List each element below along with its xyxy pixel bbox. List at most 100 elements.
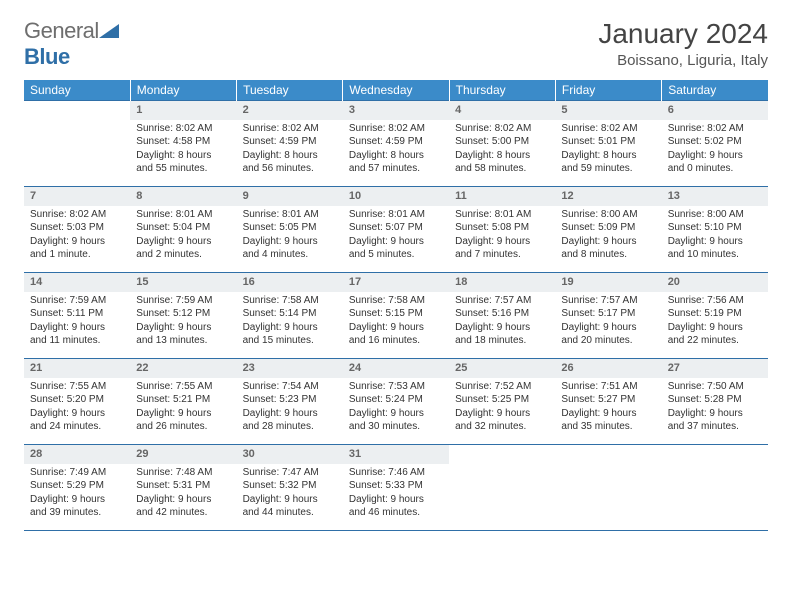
calendar-day-cell: 6Sunrise: 8:02 AMSunset: 5:02 PMDaylight… (662, 101, 768, 187)
daylight-line2: and 16 minutes. (349, 334, 443, 348)
calendar-day-cell: 18Sunrise: 7:57 AMSunset: 5:16 PMDayligh… (449, 273, 555, 359)
daylight-line1: Daylight: 8 hours (349, 149, 443, 163)
daylight-line1: Daylight: 9 hours (561, 321, 655, 335)
day-body: Sunrise: 7:56 AMSunset: 5:19 PMDaylight:… (662, 292, 768, 352)
weekday-header-row: Sunday Monday Tuesday Wednesday Thursday… (24, 80, 768, 101)
sunrise-text: Sunrise: 8:02 AM (668, 122, 762, 136)
sunset-text: Sunset: 5:28 PM (668, 393, 762, 407)
sunset-text: Sunset: 5:05 PM (243, 221, 337, 235)
sunrise-text: Sunrise: 8:01 AM (136, 208, 230, 222)
daylight-line2: and 32 minutes. (455, 420, 549, 434)
calendar-day-cell: 15Sunrise: 7:59 AMSunset: 5:12 PMDayligh… (130, 273, 236, 359)
sunrise-text: Sunrise: 8:02 AM (349, 122, 443, 136)
day-body: Sunrise: 8:02 AMSunset: 5:02 PMDaylight:… (662, 120, 768, 180)
sunrise-text: Sunrise: 7:50 AM (668, 380, 762, 394)
day-number: 28 (24, 445, 130, 464)
daylight-line2: and 18 minutes. (455, 334, 549, 348)
day-body: Sunrise: 8:02 AMSunset: 4:59 PMDaylight:… (237, 120, 343, 180)
daylight-line2: and 46 minutes. (349, 506, 443, 520)
daylight-line2: and 57 minutes. (349, 162, 443, 176)
daylight-line1: Daylight: 9 hours (136, 321, 230, 335)
day-body: Sunrise: 8:01 AMSunset: 5:07 PMDaylight:… (343, 206, 449, 266)
logo-text: GeneralBlue (24, 18, 119, 70)
sunrise-text: Sunrise: 8:02 AM (561, 122, 655, 136)
sunrise-text: Sunrise: 7:46 AM (349, 466, 443, 480)
daylight-line1: Daylight: 9 hours (668, 407, 762, 421)
sunrise-text: Sunrise: 7:54 AM (243, 380, 337, 394)
daylight-line1: Daylight: 9 hours (30, 321, 124, 335)
day-number: 23 (237, 359, 343, 378)
calendar-day-cell (24, 101, 130, 187)
day-number: 17 (343, 273, 449, 292)
calendar-day-cell: 1Sunrise: 8:02 AMSunset: 4:58 PMDaylight… (130, 101, 236, 187)
calendar-day-cell: 8Sunrise: 8:01 AMSunset: 5:04 PMDaylight… (130, 187, 236, 273)
sunrise-text: Sunrise: 7:55 AM (30, 380, 124, 394)
calendar-day-cell: 2Sunrise: 8:02 AMSunset: 4:59 PMDaylight… (237, 101, 343, 187)
daylight-line1: Daylight: 9 hours (349, 407, 443, 421)
sunrise-text: Sunrise: 8:00 AM (561, 208, 655, 222)
calendar-day-cell (555, 445, 661, 531)
day-body: Sunrise: 8:02 AMSunset: 4:58 PMDaylight:… (130, 120, 236, 180)
day-body: Sunrise: 7:54 AMSunset: 5:23 PMDaylight:… (237, 378, 343, 438)
daylight-line1: Daylight: 9 hours (349, 493, 443, 507)
sunset-text: Sunset: 5:21 PM (136, 393, 230, 407)
sunrise-text: Sunrise: 7:55 AM (136, 380, 230, 394)
sunrise-text: Sunrise: 7:57 AM (561, 294, 655, 308)
daylight-line2: and 10 minutes. (668, 248, 762, 262)
daylight-line1: Daylight: 9 hours (349, 321, 443, 335)
calendar-day-cell: 27Sunrise: 7:50 AMSunset: 5:28 PMDayligh… (662, 359, 768, 445)
sunset-text: Sunset: 5:16 PM (455, 307, 549, 321)
day-number: 11 (449, 187, 555, 206)
sunset-text: Sunset: 5:11 PM (30, 307, 124, 321)
calendar-day-cell: 3Sunrise: 8:02 AMSunset: 4:59 PMDaylight… (343, 101, 449, 187)
calendar-week-row: 1Sunrise: 8:02 AMSunset: 4:58 PMDaylight… (24, 101, 768, 187)
calendar-day-cell: 9Sunrise: 8:01 AMSunset: 5:05 PMDaylight… (237, 187, 343, 273)
sunrise-text: Sunrise: 7:59 AM (30, 294, 124, 308)
sunrise-text: Sunrise: 8:02 AM (455, 122, 549, 136)
calendar-week-row: 14Sunrise: 7:59 AMSunset: 5:11 PMDayligh… (24, 273, 768, 359)
daylight-line1: Daylight: 8 hours (243, 149, 337, 163)
calendar-day-cell: 22Sunrise: 7:55 AMSunset: 5:21 PMDayligh… (130, 359, 236, 445)
day-body: Sunrise: 8:02 AMSunset: 5:00 PMDaylight:… (449, 120, 555, 180)
daylight-line2: and 58 minutes. (455, 162, 549, 176)
calendar-day-cell: 20Sunrise: 7:56 AMSunset: 5:19 PMDayligh… (662, 273, 768, 359)
sunset-text: Sunset: 4:59 PM (243, 135, 337, 149)
calendar-day-cell (662, 445, 768, 531)
calendar-day-cell: 16Sunrise: 7:58 AMSunset: 5:14 PMDayligh… (237, 273, 343, 359)
sunset-text: Sunset: 5:19 PM (668, 307, 762, 321)
daylight-line2: and 5 minutes. (349, 248, 443, 262)
day-body: Sunrise: 7:59 AMSunset: 5:12 PMDaylight:… (130, 292, 236, 352)
calendar-day-cell: 19Sunrise: 7:57 AMSunset: 5:17 PMDayligh… (555, 273, 661, 359)
day-number: 18 (449, 273, 555, 292)
daylight-line1: Daylight: 9 hours (668, 321, 762, 335)
weekday-header: Tuesday (237, 80, 343, 101)
sunset-text: Sunset: 5:12 PM (136, 307, 230, 321)
daylight-line2: and 11 minutes. (30, 334, 124, 348)
day-number: 13 (662, 187, 768, 206)
day-number: 4 (449, 101, 555, 120)
daylight-line1: Daylight: 8 hours (136, 149, 230, 163)
header: GeneralBlue January 2024 Boissano, Ligur… (24, 18, 768, 70)
day-number: 25 (449, 359, 555, 378)
day-body: Sunrise: 8:00 AMSunset: 5:09 PMDaylight:… (555, 206, 661, 266)
day-number: 5 (555, 101, 661, 120)
daylight-line2: and 44 minutes. (243, 506, 337, 520)
weekday-header: Thursday (449, 80, 555, 101)
day-number: 29 (130, 445, 236, 464)
daylight-line2: and 1 minute. (30, 248, 124, 262)
daylight-line2: and 0 minutes. (668, 162, 762, 176)
logo-word1: General (24, 18, 99, 43)
sunrise-text: Sunrise: 8:02 AM (243, 122, 337, 136)
sunrise-text: Sunrise: 7:56 AM (668, 294, 762, 308)
day-number: 14 (24, 273, 130, 292)
sunset-text: Sunset: 5:20 PM (30, 393, 124, 407)
logo-word2: Blue (24, 44, 70, 69)
calendar-day-cell: 31Sunrise: 7:46 AMSunset: 5:33 PMDayligh… (343, 445, 449, 531)
day-body: Sunrise: 7:47 AMSunset: 5:32 PMDaylight:… (237, 464, 343, 524)
sunset-text: Sunset: 5:07 PM (349, 221, 443, 235)
day-body: Sunrise: 7:57 AMSunset: 5:16 PMDaylight:… (449, 292, 555, 352)
calendar-day-cell: 24Sunrise: 7:53 AMSunset: 5:24 PMDayligh… (343, 359, 449, 445)
sunrise-text: Sunrise: 7:52 AM (455, 380, 549, 394)
day-body: Sunrise: 8:00 AMSunset: 5:10 PMDaylight:… (662, 206, 768, 266)
daylight-line2: and 15 minutes. (243, 334, 337, 348)
